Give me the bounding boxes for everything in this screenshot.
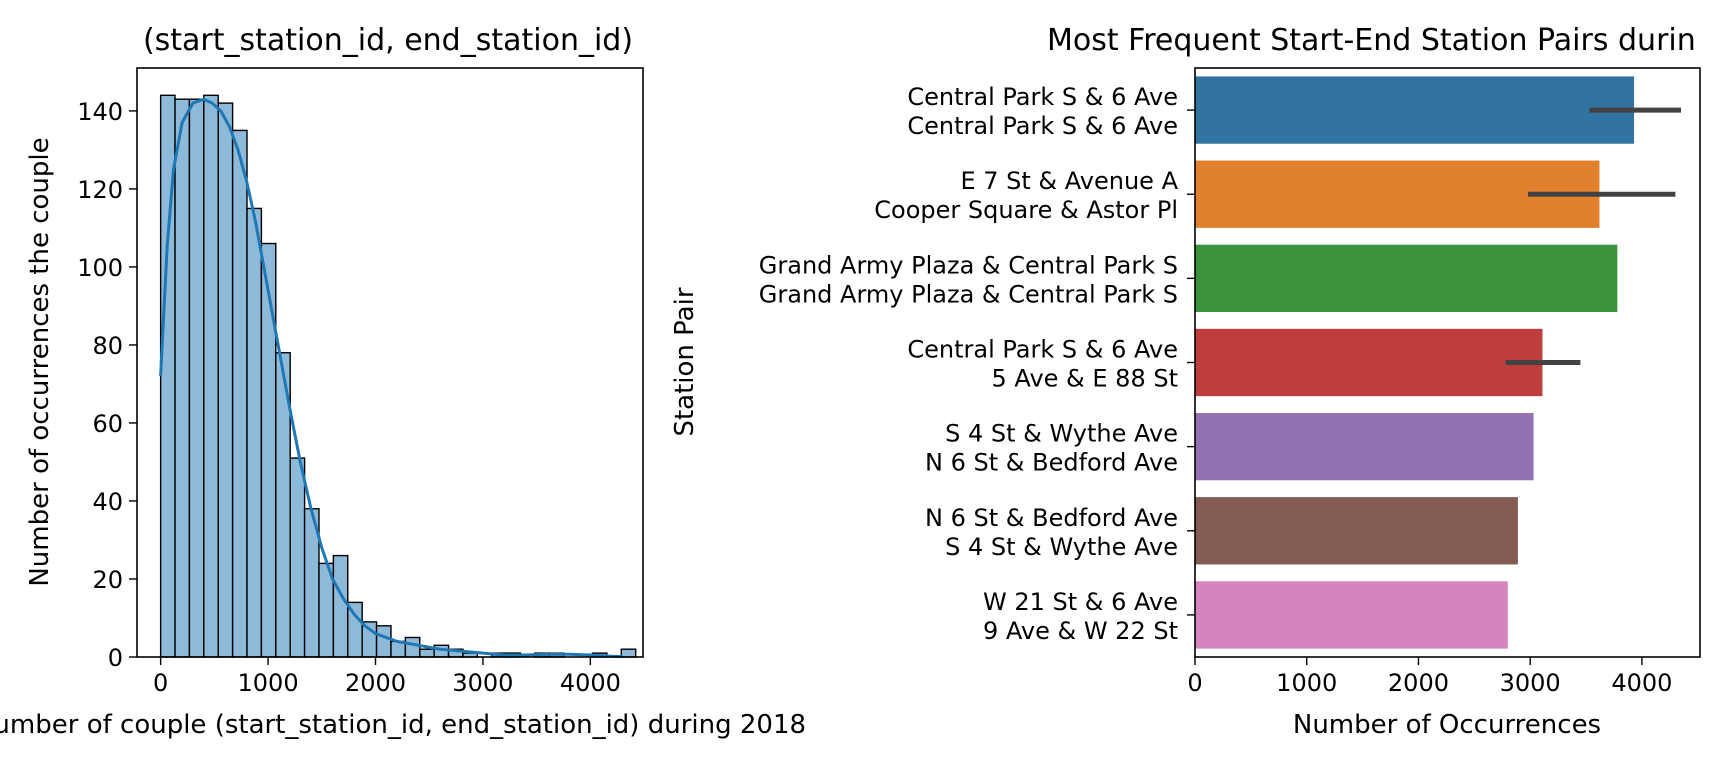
bar-error-bars: [1505, 107, 1682, 365]
bar-bars: [1195, 76, 1635, 649]
hist-y-ticks: 0 20 40 60 80 100 120 140: [77, 98, 137, 672]
hist-bar: [260, 242, 277, 658]
hist-bar: [246, 207, 263, 658]
bar-category-label: W 21 St & 6 Ave 9 Ave & W 22 St: [983, 588, 1178, 645]
hist-bar: [332, 554, 349, 658]
bar: [1195, 412, 1534, 481]
bar-category-label: N 6 St & Bedford Ave S 4 St & Wythe Ave: [925, 504, 1178, 561]
hist-y-tick-label: 100: [77, 254, 123, 282]
hist-kde-line: [159, 97, 623, 659]
hist-y-tick-label: 80: [92, 332, 123, 360]
hist-bar: [620, 648, 637, 658]
hist-bar: [188, 98, 205, 658]
bar-y-label: Station Pair: [670, 287, 700, 436]
bar: [1195, 581, 1508, 649]
bar: [1195, 328, 1543, 397]
bar-x-tick-label: 0: [1187, 669, 1202, 697]
histogram-chart: (start_station_id, end_station_id) 0 1000…: [0, 23, 806, 740]
hist-y-tick-label: 120: [77, 176, 123, 204]
hist-x-ticks: 0 1000 2000 3000 4000: [153, 657, 621, 697]
bar-x-ticks: 0 1000 2000 3000 4000: [1187, 657, 1672, 697]
hist-x-tick-label: 4000: [560, 669, 621, 697]
bar-x-tick-label: 2000: [1388, 669, 1449, 697]
bar-x-tick-label: 1000: [1276, 669, 1337, 697]
hist-x-tick-label: 3000: [452, 669, 513, 697]
hist-y-tick-label: 0: [108, 644, 123, 672]
hist-bar: [404, 636, 421, 658]
bar-category-label: Central Park S & 6 Ave 5 Ave & E 88 St: [907, 336, 1178, 393]
bar-x-tick-label: 4000: [1611, 669, 1672, 697]
hist-x-tick-label: 2000: [345, 669, 406, 697]
hist-axes-frame: [136, 67, 644, 658]
hist-y-tick-label: 140: [77, 98, 123, 126]
hist-bar: [375, 625, 392, 658]
hist-y-tick-label: 60: [92, 410, 123, 438]
bar-category-label: Grand Army Plaza & Central Park S Grand A…: [759, 251, 1178, 308]
bar-x-tick-label: 3000: [1500, 669, 1561, 697]
hist-title: (start_station_id, end_station_id): [143, 23, 633, 58]
hist-bar: [419, 648, 435, 658]
hist-bar: [289, 457, 306, 658]
hist-bar: [217, 102, 234, 658]
hist-y-tick-label: 40: [92, 488, 123, 516]
hist-bar: [203, 94, 219, 658]
hist-x-tick-label: 1000: [238, 669, 299, 697]
hist-y-label: Number of occurrences the couple: [25, 137, 55, 586]
hist-x-tick-label: 0: [153, 669, 168, 697]
bar: [1195, 76, 1635, 144]
hist-y-tick-label: 20: [92, 566, 123, 594]
bar: [1195, 244, 1618, 313]
hist-x-label: Number of couple (start_station_id, end_…: [0, 710, 806, 740]
bar-y-ticks: Central Park S & 6 Ave Central Park S & 6…: [759, 83, 1195, 645]
hist-bar: [231, 129, 248, 658]
bar-category-label: Central Park S & 6 Ave Central Park S & 6…: [907, 83, 1178, 140]
bar-chart: Most Frequent Start-End Station Pairs du…: [670, 23, 1701, 740]
bar-category-label: E 7 St & Avenue A Cooper Square & Astor P…: [874, 167, 1178, 224]
hist-bar: [174, 98, 191, 658]
bar: [1195, 497, 1518, 565]
bar-x-label: Number of Occurrences: [1293, 710, 1601, 740]
bar-category-label: S 4 St & Wythe Ave N 6 St & Bedford Ave: [925, 420, 1178, 477]
bar-title: Most Frequent Start-End Station Pairs du…: [1047, 23, 1696, 58]
hist-bars: [159, 94, 637, 658]
